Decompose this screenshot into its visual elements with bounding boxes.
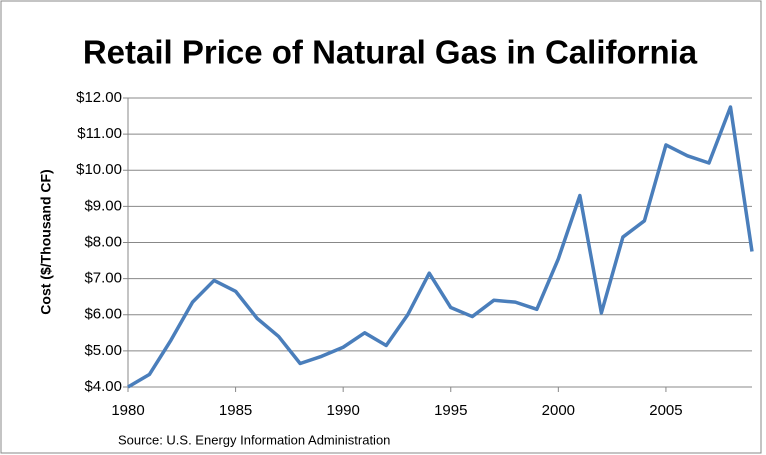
x-tick-label: 1980 (111, 402, 144, 419)
y-tick-label: $5.00 (84, 342, 122, 359)
source-note: Source: U.S. Energy Information Administ… (118, 432, 390, 447)
x-tick-label: 1985 (219, 402, 252, 419)
y-tick-label: $8.00 (84, 233, 122, 250)
chart-title: Retail Price of Natural Gas in Californi… (83, 34, 698, 71)
y-tick-label: $11.00 (77, 125, 122, 142)
x-tick-label: 1990 (326, 402, 359, 419)
y-tick-label: $4.00 (84, 378, 122, 395)
x-tick-label: 2000 (542, 402, 575, 419)
x-tick-label: 1995 (434, 402, 467, 419)
y-tick-label: $12.00 (76, 89, 122, 106)
y-tick-label: $10.00 (76, 161, 122, 178)
x-tick-label: 2005 (649, 402, 682, 419)
y-tick-label: $6.00 (84, 306, 122, 323)
y-tick-label: $9.00 (84, 197, 122, 214)
y-axis-label: Cost ($/Thousand CF) (38, 169, 54, 314)
data-line (127, 105, 754, 389)
y-tick-label: $7.00 (84, 270, 122, 287)
